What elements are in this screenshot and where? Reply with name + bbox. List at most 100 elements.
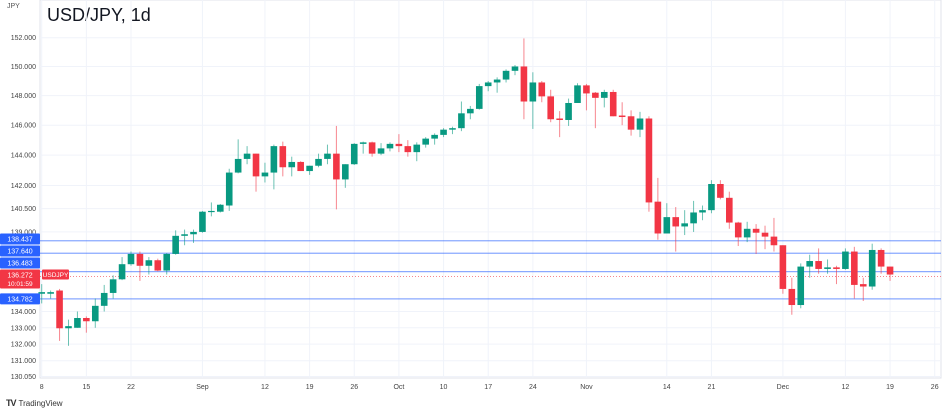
candle-body[interactable]: [842, 251, 849, 269]
candle-body[interactable]: [699, 210, 706, 213]
candle-body[interactable]: [475, 86, 483, 109]
candle-body[interactable]: [752, 228, 760, 233]
candle-body[interactable]: [529, 82, 537, 102]
candle-body[interactable]: [574, 85, 581, 103]
candle-body[interactable]: [279, 146, 287, 168]
candle-body[interactable]: [618, 115, 626, 118]
candle-body[interactable]: [538, 82, 546, 97]
candle-body[interactable]: [734, 222, 742, 238]
candle-body[interactable]: [663, 217, 671, 234]
candle-body[interactable]: [851, 251, 858, 285]
candle-body[interactable]: [324, 153, 331, 159]
candle-body[interactable]: [65, 326, 72, 329]
candle-body[interactable]: [208, 210, 215, 213]
candle-body[interactable]: [484, 82, 492, 87]
candle-body[interactable]: [645, 118, 653, 203]
candle-body[interactable]: [83, 317, 90, 322]
candle-body[interactable]: [708, 184, 715, 211]
candle-body[interactable]: [377, 148, 385, 154]
candle-body[interactable]: [368, 142, 376, 154]
candle-body[interactable]: [413, 144, 421, 153]
candle-body[interactable]: [815, 261, 822, 269]
candle-body[interactable]: [56, 290, 63, 329]
candle-body[interactable]: [243, 153, 251, 159]
candle-body[interactable]: [547, 96, 555, 120]
candle-body[interactable]: [100, 292, 108, 306]
x-tick-label: 26: [350, 384, 358, 391]
candle-body[interactable]: [726, 197, 733, 223]
candle-body[interactable]: [824, 267, 831, 269]
candle-body[interactable]: [877, 249, 885, 267]
candle-body[interactable]: [458, 113, 465, 129]
candle-body[interactable]: [252, 153, 260, 177]
candle-body[interactable]: [770, 236, 778, 246]
candle-body[interactable]: [600, 91, 608, 98]
candle-body[interactable]: [47, 292, 54, 294]
candle-body[interactable]: [502, 70, 510, 80]
candle-body[interactable]: [449, 128, 456, 130]
candle-body[interactable]: [788, 288, 796, 306]
candle-body[interactable]: [145, 260, 153, 266]
candle-body[interactable]: [404, 146, 412, 153]
candle-body[interactable]: [154, 260, 162, 271]
candle-body[interactable]: [806, 261, 813, 267]
candle-body[interactable]: [359, 142, 367, 144]
candle-body[interactable]: [163, 253, 171, 271]
candle-body[interactable]: [127, 253, 135, 265]
candle-body[interactable]: [690, 212, 697, 224]
y-tick-label: 150.000: [11, 64, 36, 71]
candle-body[interactable]: [422, 138, 429, 145]
candle-body[interactable]: [217, 204, 224, 212]
candle-body[interactable]: [672, 217, 680, 227]
candle-body[interactable]: [859, 284, 867, 287]
candle-body[interactable]: [234, 158, 242, 173]
candle-body[interactable]: [627, 116, 635, 130]
candle-body[interactable]: [743, 228, 751, 238]
candle-body[interactable]: [190, 231, 197, 235]
candle-body[interactable]: [350, 143, 358, 165]
candle-body[interactable]: [592, 92, 599, 98]
candle-body[interactable]: [761, 232, 769, 237]
candle-body[interactable]: [288, 161, 296, 168]
candle-body[interactable]: [342, 164, 349, 180]
candle-body[interactable]: [136, 253, 144, 266]
candle-body[interactable]: [91, 305, 99, 322]
candle-body[interactable]: [386, 143, 394, 149]
candle-body[interactable]: [565, 102, 572, 120]
candle-body[interactable]: [431, 134, 438, 139]
candle-body[interactable]: [109, 279, 117, 293]
candle-body[interactable]: [440, 129, 447, 135]
candle-body[interactable]: [609, 91, 617, 117]
candle-body[interactable]: [333, 153, 340, 180]
candle-body[interactable]: [636, 118, 644, 130]
candle-body[interactable]: [797, 266, 805, 306]
candle-body[interactable]: [886, 266, 894, 275]
candle-body[interactable]: [297, 161, 304, 172]
candle-body[interactable]: [315, 158, 322, 166]
candle-body[interactable]: [74, 317, 81, 328]
candle-body[interactable]: [199, 211, 206, 232]
candle-body[interactable]: [467, 108, 474, 114]
candle-body[interactable]: [868, 249, 876, 287]
candle-body[interactable]: [654, 201, 662, 234]
candle-body[interactable]: [38, 292, 45, 294]
candle-body[interactable]: [520, 66, 528, 102]
candle-body[interactable]: [717, 184, 724, 198]
candle-body[interactable]: [556, 118, 563, 120]
candle-body[interactable]: [225, 172, 233, 206]
candlestick-chart[interactable]: 152.000 150.000 148.000 146.000 144.000 142.0…: [0, 0, 949, 395]
candle-body[interactable]: [681, 223, 688, 227]
candle-body[interactable]: [511, 66, 519, 71]
candle-body[interactable]: [493, 79, 501, 83]
candle-body[interactable]: [270, 146, 278, 173]
candle-body[interactable]: [118, 264, 126, 280]
tradingview-logo[interactable]: TV TradingView: [6, 398, 63, 408]
candle-body[interactable]: [395, 143, 403, 147]
candle-body[interactable]: [172, 235, 179, 254]
candle-body[interactable]: [583, 85, 590, 94]
candle-body[interactable]: [833, 267, 840, 269]
candle-body[interactable]: [779, 245, 787, 289]
candle-body[interactable]: [181, 234, 188, 236]
candle-body[interactable]: [306, 165, 313, 172]
candle-body[interactable]: [261, 172, 269, 177]
